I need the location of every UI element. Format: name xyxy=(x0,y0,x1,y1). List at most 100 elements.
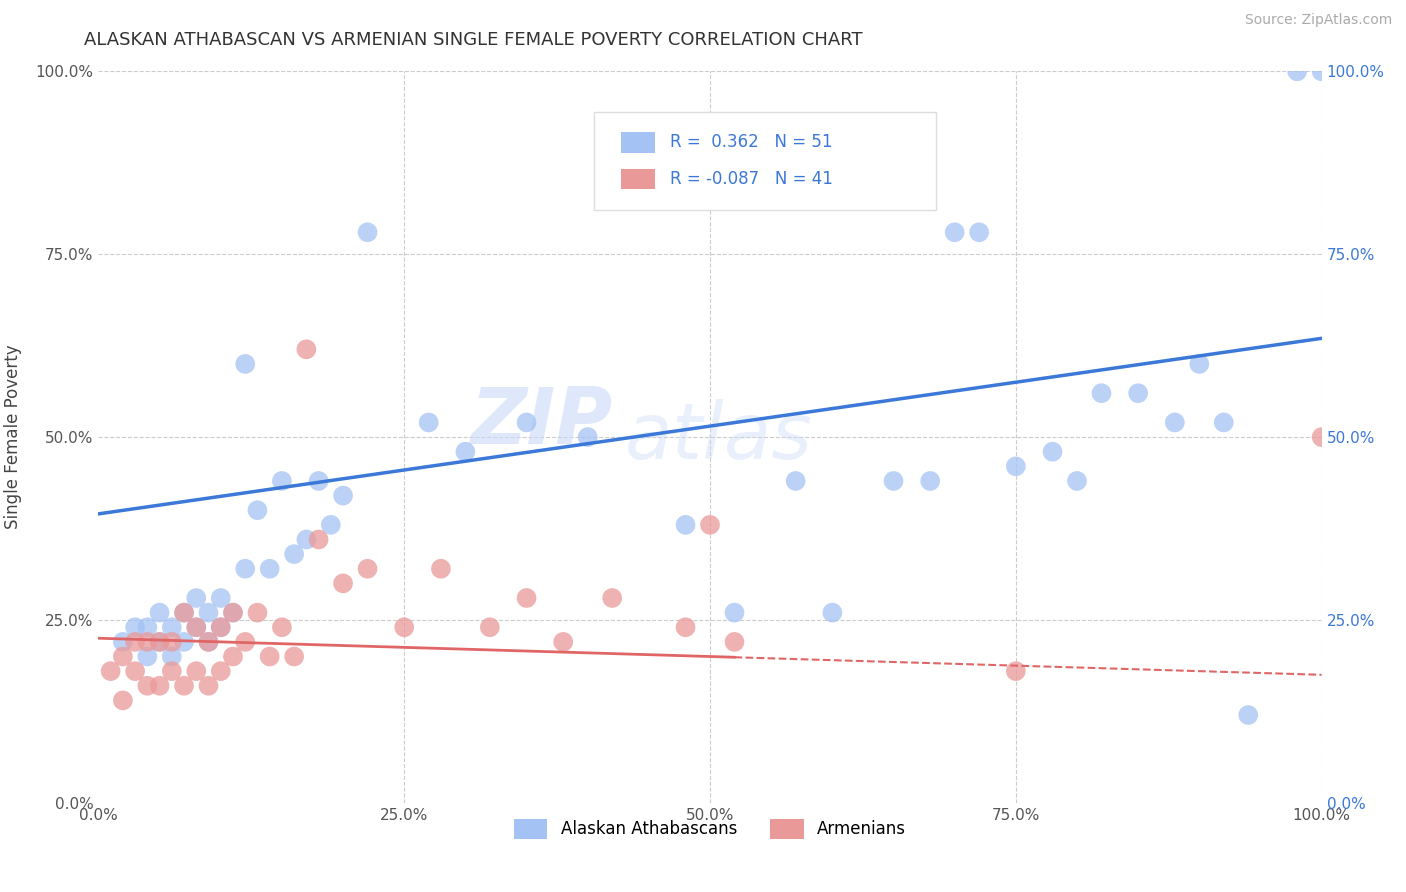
Point xyxy=(1042,444,1064,458)
Point xyxy=(723,606,745,620)
Point xyxy=(515,416,537,430)
Point xyxy=(553,635,575,649)
Point xyxy=(1310,64,1333,78)
Point xyxy=(308,474,330,488)
Point xyxy=(332,489,354,503)
Point xyxy=(136,679,159,693)
Point xyxy=(186,591,208,605)
Point xyxy=(186,664,208,678)
Point xyxy=(173,606,195,620)
Point xyxy=(283,649,305,664)
Point xyxy=(308,533,330,547)
Point xyxy=(222,649,245,664)
Point xyxy=(943,225,966,239)
Point xyxy=(222,606,245,620)
Y-axis label: Single Female Poverty: Single Female Poverty xyxy=(4,345,21,529)
Point xyxy=(392,620,416,634)
FancyBboxPatch shape xyxy=(593,112,936,211)
Point xyxy=(136,649,159,664)
Point xyxy=(209,620,232,634)
Point xyxy=(600,591,623,605)
Text: R = -0.087   N = 41: R = -0.087 N = 41 xyxy=(669,169,832,188)
Point xyxy=(100,664,122,678)
Point xyxy=(967,225,990,239)
Point xyxy=(356,562,378,576)
Point xyxy=(675,517,697,532)
Text: ALASKAN ATHABASCAN VS ARMENIAN SINGLE FEMALE POVERTY CORRELATION CHART: ALASKAN ATHABASCAN VS ARMENIAN SINGLE FE… xyxy=(84,31,863,49)
Point xyxy=(675,620,697,634)
Point xyxy=(270,620,294,634)
Point xyxy=(270,474,294,488)
Point xyxy=(576,430,599,444)
Point xyxy=(233,562,256,576)
Point xyxy=(124,620,146,634)
Point xyxy=(136,635,159,649)
Point xyxy=(259,562,281,576)
FancyBboxPatch shape xyxy=(620,132,655,153)
Point xyxy=(1090,386,1112,401)
Point xyxy=(356,225,378,239)
Text: atlas: atlas xyxy=(624,399,813,475)
Point xyxy=(332,576,354,591)
Point xyxy=(1004,664,1026,678)
Point xyxy=(233,357,256,371)
Point xyxy=(124,664,146,678)
Point xyxy=(295,343,318,357)
Point xyxy=(160,664,183,678)
Point xyxy=(197,635,219,649)
Point xyxy=(197,679,219,693)
Point xyxy=(1237,708,1260,723)
Point xyxy=(149,606,172,620)
Point xyxy=(186,620,208,634)
Point xyxy=(723,635,745,649)
Point xyxy=(1066,474,1088,488)
Point xyxy=(430,562,453,576)
Point xyxy=(418,416,440,430)
Point xyxy=(173,635,195,649)
Point xyxy=(111,635,134,649)
Point xyxy=(233,635,256,649)
Point xyxy=(209,591,232,605)
Point xyxy=(920,474,942,488)
Point xyxy=(124,635,146,649)
Point xyxy=(197,606,219,620)
Point xyxy=(1004,459,1026,474)
Point xyxy=(209,664,232,678)
Point xyxy=(1128,386,1150,401)
Point xyxy=(149,635,172,649)
Point xyxy=(186,620,208,634)
Text: R =  0.362   N = 51: R = 0.362 N = 51 xyxy=(669,133,832,152)
Point xyxy=(173,679,195,693)
Point xyxy=(515,591,537,605)
Point xyxy=(197,635,219,649)
Point xyxy=(222,606,245,620)
Point xyxy=(246,503,269,517)
Point xyxy=(454,444,477,458)
Point xyxy=(111,693,134,707)
Point xyxy=(160,649,183,664)
Point xyxy=(160,620,183,634)
Point xyxy=(1164,416,1187,430)
Point xyxy=(295,533,318,547)
Point xyxy=(478,620,501,634)
Point xyxy=(136,620,159,634)
Point xyxy=(1286,64,1309,78)
Point xyxy=(160,635,183,649)
Text: Source: ZipAtlas.com: Source: ZipAtlas.com xyxy=(1244,13,1392,28)
Point xyxy=(149,679,172,693)
Point xyxy=(149,635,172,649)
Point xyxy=(209,620,232,634)
Point xyxy=(246,606,269,620)
Point xyxy=(1188,357,1211,371)
Point xyxy=(821,606,844,620)
Point xyxy=(173,606,195,620)
Point xyxy=(883,474,905,488)
Legend: Alaskan Athabascans, Armenians: Alaskan Athabascans, Armenians xyxy=(508,812,912,846)
Point xyxy=(319,517,342,532)
Point xyxy=(1310,430,1333,444)
Point xyxy=(785,474,807,488)
Text: ZIP: ZIP xyxy=(470,384,612,460)
Point xyxy=(283,547,305,561)
FancyBboxPatch shape xyxy=(620,169,655,189)
Point xyxy=(1212,416,1234,430)
